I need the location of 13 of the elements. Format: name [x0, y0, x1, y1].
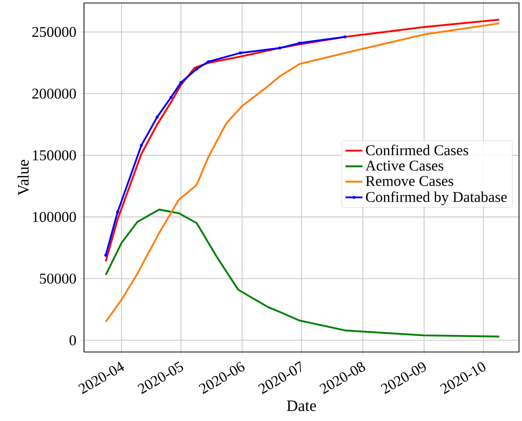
y-axis-title: Value: [18, 160, 29, 196]
y-tick-label: 0: [70, 335, 76, 346]
legend-label: Confirmed Cases: [366, 144, 468, 156]
y-tick-label: 200000: [32, 88, 76, 99]
y-tick-label: 150000: [32, 150, 76, 160]
legend-label: Active Cases: [366, 160, 444, 171]
line-series: [104, 208, 500, 338]
legend-label: Confirmed by Database: [366, 191, 507, 206]
y-tick-label: 50000: [40, 274, 76, 284]
y-tick-label: 100000: [32, 212, 76, 222]
x-axis-title: Date: [286, 400, 316, 412]
legend-label: Remove Cases: [366, 176, 454, 186]
y-tick-label: 250000: [32, 26, 76, 38]
